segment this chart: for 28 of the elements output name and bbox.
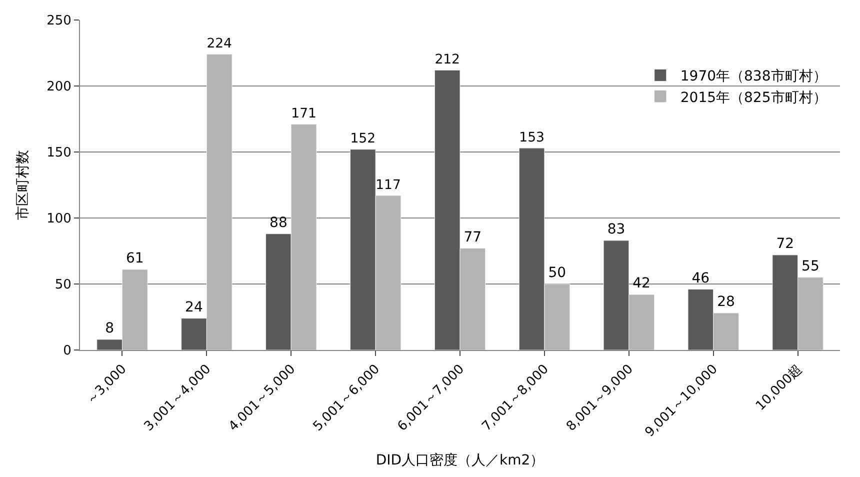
data-label: 83 — [607, 221, 626, 238]
data-label: 153 — [519, 130, 544, 146]
y-tick-label: 250 — [46, 14, 72, 29]
legend-label: 1970年（838市町村） — [680, 68, 827, 85]
data-label: 88 — [270, 214, 288, 231]
data-label: 77 — [464, 229, 482, 246]
data-label: 46 — [692, 270, 710, 286]
y-tick-label: 50 — [54, 278, 72, 293]
data-label: 8 — [105, 320, 114, 336]
data-label: 72 — [776, 236, 794, 252]
data-label: 55 — [802, 258, 820, 274]
data-label: 212 — [434, 52, 460, 68]
data-label: 50 — [548, 265, 566, 281]
data-label: 171 — [291, 106, 316, 122]
data-label: 117 — [376, 178, 401, 193]
data-label: 42 — [632, 276, 650, 292]
data-label: 28 — [717, 294, 735, 310]
legend-label: 2015年（825市町村） — [680, 90, 827, 106]
data-label: 61 — [126, 250, 144, 266]
y-axis-title: 市区町村数 — [15, 150, 32, 220]
x-axis-title: DID人口密度（人／km2） — [376, 452, 544, 469]
y-tick-label: 200 — [46, 80, 72, 95]
data-label: 24 — [185, 299, 203, 316]
y-tick-label: 0 — [63, 344, 72, 359]
data-label: 152 — [350, 132, 376, 147]
data-label: 224 — [206, 36, 232, 52]
y-tick-label: 150 — [46, 146, 72, 161]
y-tick-label: 100 — [46, 212, 72, 227]
